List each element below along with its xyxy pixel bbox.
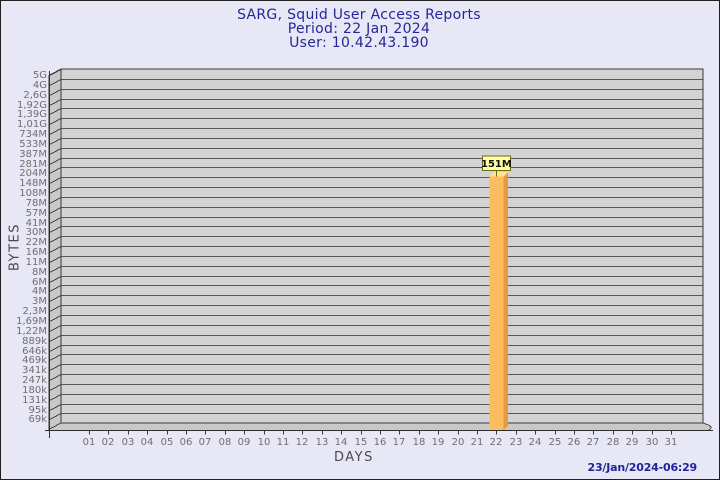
y-tick-mark [48,413,62,421]
y-tick-mark [48,295,62,303]
y-tick-mark [48,246,62,254]
y-tick-mark [48,167,62,175]
y-tick-mark [48,148,62,156]
bar-value-label: 151M [481,159,512,170]
y-tick-mark [48,276,62,284]
report-header: SARG, Squid User Access Reports Period: … [1,8,717,50]
y-tick-mark [48,118,62,126]
y-tick-mark [48,158,62,166]
y-tick-mark [48,315,62,323]
y-tick-mark [48,256,62,264]
y-tick-mark [48,138,62,146]
y-tick-mark [48,354,62,362]
report-user: User: 10.42.43.190 [289,35,429,51]
plot-floor [48,422,712,431]
y-tick-mark [48,325,62,333]
report-period: Period: 22 Jan 2024 [287,21,431,37]
y-tick-mark [48,404,62,412]
bar-front [489,176,504,431]
bar-top [489,172,508,177]
bar-value-callout [481,155,511,172]
y-tick-mark [48,226,62,234]
y-tick-mark [48,285,62,293]
y-tick-mark [48,79,62,87]
y-tick-mark [48,99,62,107]
y-tick-mark [48,187,62,195]
y-tick-mark [48,69,62,77]
y-tick-mark [48,364,62,372]
generated-timestamp: 23/Jan/2024-06:29 [587,461,698,474]
y-tick-mark [48,128,62,136]
y-axis-title: BYTES [7,222,23,272]
y-tick-mark [48,335,62,343]
y-tick-mark [48,384,62,392]
y-tick-mark [48,266,62,274]
y-tick-mark [48,177,62,185]
report-title: SARG, Squid User Access Reports [237,7,481,23]
y-tick-mark [48,217,62,225]
bar-side [503,172,508,431]
y-tick-mark [48,89,62,97]
y-tick-mark [48,305,62,313]
x-axis-title: DAYS [334,450,374,465]
y-tick-mark [48,345,62,353]
y-tick-mark [48,197,62,205]
y-tick-mark [48,394,62,402]
y-tick-mark [48,108,62,116]
y-tick-mark [48,236,62,244]
y-tick-mark [48,374,62,382]
y-tick-mark [48,207,62,215]
